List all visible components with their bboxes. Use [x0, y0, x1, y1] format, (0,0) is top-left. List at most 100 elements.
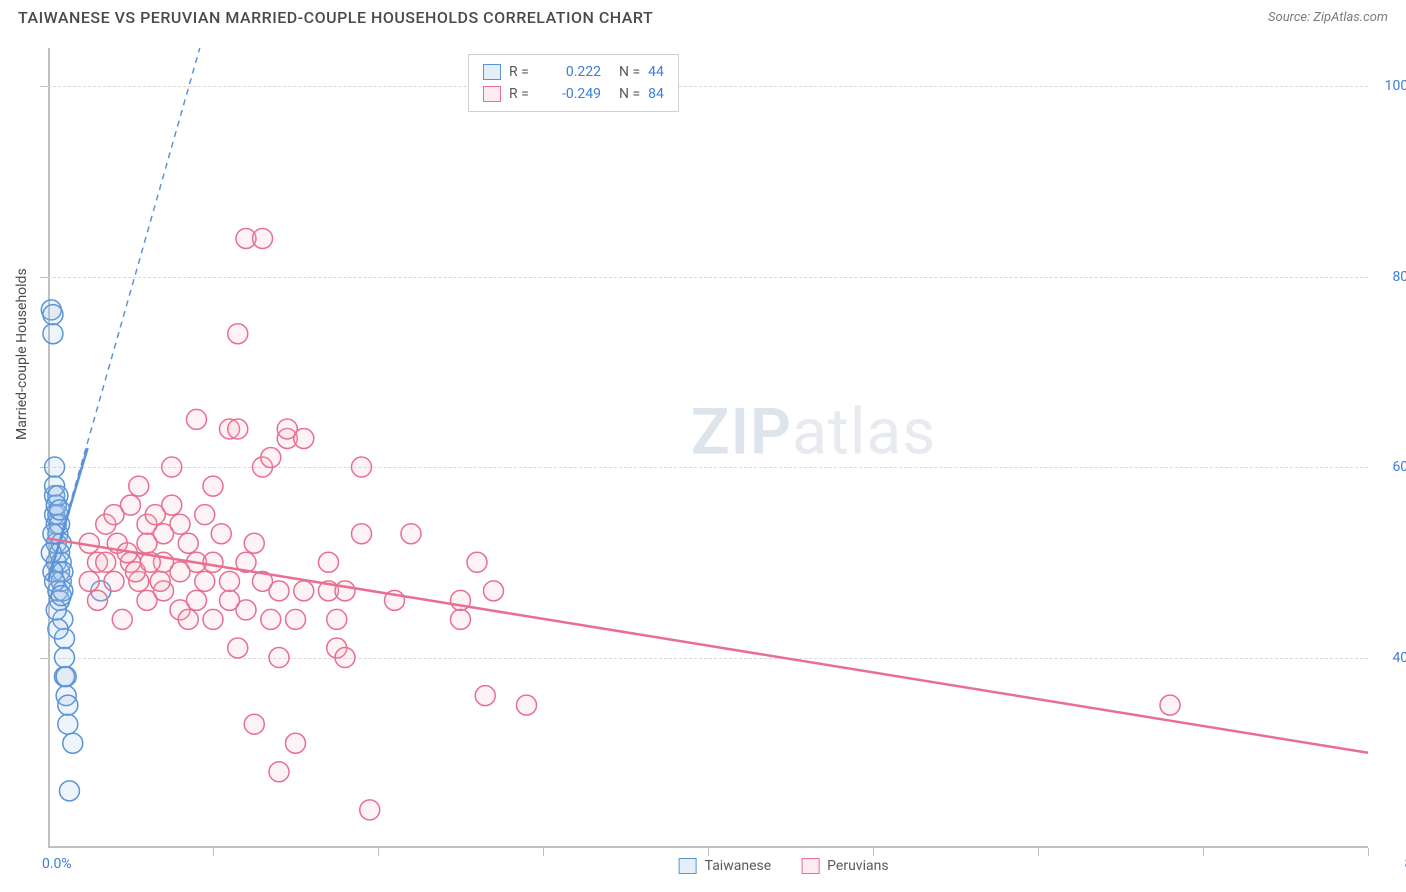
r-label: R =: [509, 83, 537, 105]
scatter-point: [244, 714, 264, 734]
scatter-point: [170, 514, 190, 534]
scatter-point: [467, 552, 487, 572]
scatter-point: [228, 419, 248, 439]
n-label: N =: [619, 61, 640, 83]
chart-svg: [48, 48, 1368, 848]
scatter-point: [43, 324, 63, 344]
r-value: -0.249: [545, 83, 601, 105]
scatter-point: [451, 609, 471, 629]
legend-row: R = -0.249 N = 84: [483, 83, 664, 105]
scatter-point: [88, 590, 108, 610]
tick-x: [1368, 848, 1369, 856]
legend-swatch: [801, 858, 819, 874]
scatter-point: [58, 695, 78, 715]
legend-item: Taiwanese: [679, 858, 772, 874]
scatter-point: [187, 409, 207, 429]
legend-swatch: [679, 858, 697, 874]
scatter-point: [121, 495, 141, 515]
scatter-point: [335, 581, 355, 601]
scatter-point: [294, 581, 314, 601]
scatter-point: [203, 476, 223, 496]
tick-x: [213, 848, 214, 856]
source-label: Source: ZipAtlas.com: [1268, 10, 1388, 25]
r-label: R =: [509, 61, 537, 83]
scatter-point: [203, 552, 223, 572]
tick-x: [708, 848, 709, 856]
scatter-point: [195, 505, 215, 525]
scatter-point: [286, 609, 306, 629]
scatter-point: [150, 571, 170, 591]
scatter-point: [261, 448, 281, 468]
n-label: N =: [619, 83, 640, 105]
scatter-point: [1160, 695, 1180, 715]
scatter-point: [58, 714, 78, 734]
scatter-point: [203, 609, 223, 629]
scatter-point: [211, 524, 231, 544]
scatter-point: [319, 552, 339, 572]
header: TAIWANESE VS PERUVIAN MARRIED-COUPLE HOU…: [0, 0, 1406, 39]
scatter-point: [55, 648, 75, 668]
y-tick-label: 80.0%: [1392, 269, 1406, 285]
tick-x: [543, 848, 544, 856]
plot-area: ZIPatlas R =0.222N =44R =-0.249N =84 Tai…: [48, 48, 1368, 848]
y-axis-label: Married-couple Households: [14, 268, 30, 440]
scatter-point: [360, 800, 380, 820]
scatter-point: [352, 457, 372, 477]
scatter-point: [327, 609, 347, 629]
scatter-point: [269, 648, 289, 668]
scatter-point: [56, 667, 76, 687]
scatter-point: [244, 533, 264, 553]
y-tick-label: 100.0%: [1385, 78, 1406, 94]
scatter-point: [253, 228, 273, 248]
scatter-point: [96, 552, 116, 572]
legend-row: R =0.222N =44: [483, 61, 664, 83]
scatter-point: [261, 609, 281, 629]
scatter-point: [178, 533, 198, 553]
scatter-point: [352, 524, 372, 544]
legend-item: Peruvians: [801, 858, 888, 874]
y-tick-label: 60.0%: [1392, 459, 1406, 475]
scatter-point: [63, 733, 83, 753]
scatter-point: [187, 590, 207, 610]
legend-swatch: [483, 86, 501, 102]
scatter-point: [517, 695, 537, 715]
scatter-point: [401, 524, 421, 544]
n-value: 84: [648, 83, 664, 105]
scatter-point: [228, 638, 248, 658]
tick-y: [40, 277, 48, 278]
scatter-point: [79, 571, 99, 591]
scatter-point: [294, 428, 314, 448]
scatter-point: [45, 457, 65, 477]
chart-title: TAIWANESE VS PERUVIAN MARRIED-COUPLE HOU…: [18, 8, 653, 27]
legend-label: Peruvians: [827, 858, 888, 874]
scatter-point: [43, 305, 63, 325]
scatter-point: [236, 600, 256, 620]
scatter-point: [51, 586, 71, 606]
scatter-point: [178, 609, 198, 629]
tick-y: [40, 86, 48, 87]
scatter-point: [112, 609, 132, 629]
r-value: 0.222: [545, 61, 601, 83]
tick-x: [378, 848, 379, 856]
scatter-point: [228, 324, 248, 344]
scatter-point: [335, 648, 355, 668]
tick-y: [40, 658, 48, 659]
scatter-point: [220, 571, 240, 591]
scatter-point: [286, 733, 306, 753]
scatter-point: [484, 581, 504, 601]
scatter-point: [269, 581, 289, 601]
y-tick-label: 40.0%: [1392, 650, 1406, 666]
scatter-point: [162, 495, 182, 515]
scatter-point: [269, 762, 289, 782]
scatter-point: [195, 571, 215, 591]
legend-swatch: [483, 64, 501, 80]
tick-x: [1038, 848, 1039, 856]
correlation-legend: R =0.222N =44R =-0.249N =84: [468, 54, 679, 112]
scatter-point: [475, 686, 495, 706]
x-tick-min-label: 0.0%: [42, 856, 72, 872]
scatter-point: [129, 476, 149, 496]
series-legend: Taiwanese Peruvians: [679, 858, 889, 874]
tick-x: [873, 848, 874, 856]
scatter-point: [48, 619, 68, 639]
scatter-point: [59, 781, 79, 801]
